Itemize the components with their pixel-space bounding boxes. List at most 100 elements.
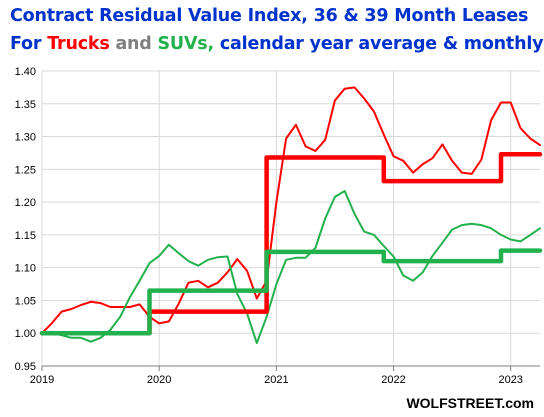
title-trucks-text: Trucks: [47, 34, 110, 54]
trucks-monthly-point: [227, 272, 228, 273]
suvs-monthly-point: [491, 228, 492, 229]
trucks-monthly-point: [461, 172, 462, 173]
suvs-calendar-year-average-point: [500, 261, 501, 262]
y-tick-label: 1.00: [15, 328, 36, 340]
suvs-monthly-point: [286, 259, 287, 260]
title-for-text: For: [10, 34, 48, 54]
title-suvs-text: SUVs,: [157, 34, 215, 54]
title-and-text: and: [109, 34, 158, 54]
trucks-calendar-year-average-point: [500, 154, 501, 155]
series-layer: [39, 86, 543, 345]
y-tick-label: 1.05: [15, 295, 36, 307]
trucks-monthly-point: [413, 172, 414, 173]
trucks-monthly-point: [344, 88, 345, 89]
suvs-monthly-point: [178, 253, 179, 254]
x-tick-label: 2019: [30, 374, 54, 386]
suvs-monthly-point: [452, 229, 453, 230]
suvs-monthly-point: [530, 234, 531, 235]
trucks-monthly-point: [471, 173, 472, 174]
suvs-calendar-year-average-point: [149, 333, 150, 334]
trucks-monthly-point: [159, 323, 160, 324]
trucks-monthly-point: [305, 146, 306, 147]
trucks-monthly-point: [491, 120, 492, 121]
trucks-monthly-point: [129, 306, 130, 307]
suvs-monthly-point: [266, 316, 267, 317]
suvs-calendar-year-average-point: [539, 250, 540, 251]
trucks-calendar-year-average-point: [266, 157, 267, 158]
suvs-monthly-point: [403, 275, 404, 276]
suvs-monthly-point: [276, 284, 277, 285]
y-tick-label: 1.15: [15, 230, 36, 242]
suvs-monthly-point: [71, 337, 72, 338]
suvs-monthly-point: [481, 225, 482, 226]
trucks-monthly-point: [178, 303, 179, 304]
trucks-monthly-point: [383, 134, 384, 135]
suvs-monthly-point: [129, 297, 130, 298]
suvs-monthly-point: [217, 257, 218, 258]
suvs-monthly-point: [159, 255, 160, 256]
suvs-monthly-point: [80, 337, 81, 338]
trucks-monthly-point: [198, 280, 199, 281]
trucks-monthly-point: [188, 282, 189, 283]
suvs-monthly-point: [422, 272, 423, 273]
suvs-calendar-year-average-point: [149, 290, 150, 291]
suvs-monthly-point: [471, 223, 472, 224]
suvs-calendar-year-average-point: [500, 250, 501, 251]
trucks-monthly-point: [452, 160, 453, 161]
trucks-monthly-point: [276, 202, 277, 203]
y-tick-label: 1.40: [15, 66, 36, 78]
x-tick-label: 2022: [381, 374, 405, 386]
suvs-monthly-point: [500, 234, 501, 235]
suvs-monthly-point: [305, 257, 306, 258]
trucks-monthly-point: [481, 159, 482, 160]
suvs-monthly-point: [315, 247, 316, 248]
trucks-calendar-year-average-point: [383, 181, 384, 182]
trucks-monthly-point: [325, 139, 326, 140]
trucks-monthly-point: [539, 145, 540, 146]
trucks-monthly-point: [354, 87, 355, 88]
x-axis-tick-labels: 2019 2020 2021 2022 2023: [30, 374, 523, 386]
trucks-monthly-point: [334, 100, 335, 101]
trucks-monthly-point: [422, 164, 423, 165]
trucks-monthly-line: [41, 86, 541, 335]
suvs-monthly-point: [139, 280, 140, 281]
suvs-monthly-point: [198, 265, 199, 266]
title-main-text: Contract Residual Value Index, 36 & 39 M…: [10, 6, 529, 26]
suvs-monthly-point: [149, 263, 150, 264]
x-tick-label: 2023: [498, 374, 522, 386]
trucks-monthly-point: [286, 138, 287, 139]
suvs-monthly-point: [295, 257, 296, 258]
trucks-monthly-point: [432, 158, 433, 159]
suvs-monthly-point: [461, 225, 462, 226]
trucks-monthly-point: [510, 102, 511, 103]
y-tick-label: 1.10: [15, 263, 36, 275]
trucks-monthly-point: [364, 98, 365, 99]
trucks-monthly-point: [207, 287, 208, 288]
trucks-monthly-point: [500, 102, 501, 103]
trucks-monthly-point: [256, 298, 257, 299]
trucks-monthly-point: [51, 323, 52, 324]
trucks-monthly-point: [315, 150, 316, 151]
suvs-monthly-point: [188, 261, 189, 262]
trucks-monthly-point: [80, 304, 81, 305]
suvs-monthly-point: [373, 234, 374, 235]
x-tick-label: 2020: [147, 374, 171, 386]
suvs-monthly-point: [256, 343, 257, 344]
trucks-monthly-point: [61, 311, 62, 312]
trucks-monthly-point: [120, 306, 121, 307]
y-tick-label: 1.25: [15, 164, 36, 176]
suvs-calendar-year-average-line: [39, 248, 543, 336]
suvs-monthly-point: [325, 218, 326, 219]
suvs-calendar-year-average-point: [383, 251, 384, 252]
trucks-monthly-point: [520, 127, 521, 128]
trucks-calendar-year-average-point: [539, 154, 540, 155]
y-axis-tick-labels: 0.95 1.00 1.05 1.10 1.15 1.20 1.25 1.30 1.35 1.40: [15, 66, 36, 373]
chart-title-line-2: For Trucks and SUVs, calendar year avera…: [10, 34, 544, 54]
trucks-calendar-year-average-point: [500, 181, 501, 182]
trucks-monthly-point: [442, 144, 443, 145]
trucks-monthly-point: [393, 156, 394, 157]
y-tick-label: 1.35: [15, 99, 36, 111]
suvs-monthly-point: [383, 245, 384, 246]
trucks-monthly-point: [71, 308, 72, 309]
